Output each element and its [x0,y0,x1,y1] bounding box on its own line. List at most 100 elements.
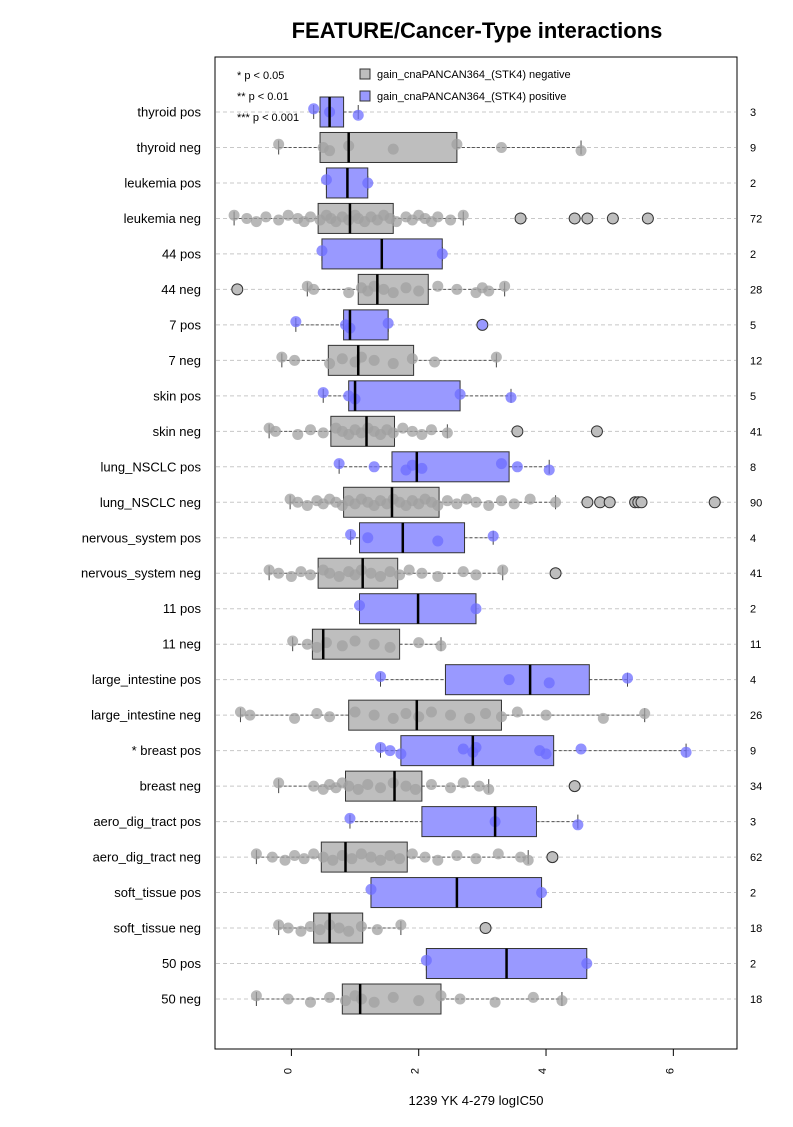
x-axis-label: 1239 YK 4-279 logIC50 [409,1093,544,1108]
row-count: 41 [750,426,762,438]
data-point [572,819,584,831]
data-point [352,783,364,795]
data-point [451,849,463,861]
row-count: 62 [750,852,762,864]
data-point [495,495,507,507]
data-point [375,854,387,866]
significance-key-entry: *** p < 0.001 [237,112,299,124]
outlier-point [549,567,562,580]
legend: * p < 0.05 ** p < 0.01 *** p < 0.001 gain_c… [237,68,571,124]
data-point [387,358,399,370]
data-point [355,993,367,1005]
box-row: aero_dig_tract pos 3 [93,806,756,838]
data-point [495,458,507,470]
row-count: 8 [750,462,756,474]
outlier-point [590,425,603,438]
box-row: breast neg 34 [140,770,762,802]
data-point [575,145,587,157]
row-count: 11 [750,639,761,651]
data-point [324,567,336,579]
row-count: 2 [750,888,756,900]
data-point [413,285,425,297]
data-point [483,499,495,511]
data-point [540,748,552,760]
data-point [445,782,457,794]
data-point [304,424,316,436]
data-point [282,209,294,221]
data-point [343,925,355,937]
data-point [419,851,431,863]
data-point [454,388,466,400]
data-point [508,498,520,510]
box [359,522,466,554]
data-point [543,464,555,476]
data-point [368,354,380,366]
data-point [273,919,285,931]
data-point [352,109,364,121]
data-point [320,174,332,186]
box-row: 7 pos 5 [169,309,756,341]
data-point [311,708,323,720]
data-point [432,570,444,582]
row-count: 9 [750,142,756,154]
x-tick-label: 0 [282,1068,294,1074]
box-row: 11 pos 2 [163,593,756,625]
outlier-point [606,212,619,225]
data-point [384,849,396,861]
data-point [365,883,377,895]
data-point [355,564,367,576]
row-count: 18 [750,994,762,1006]
data-point [304,569,316,581]
box-row: soft_tissue neg 18 [114,912,762,944]
outlier-point [581,496,594,509]
outlier-point [511,425,524,438]
x-tick-label: 2 [410,1068,422,1074]
data-point [406,425,418,437]
row-label: aero_dig_tract neg [93,850,201,865]
outlier-point [708,496,721,509]
box-row: leukemia pos 2 [124,167,756,199]
grid-layer [216,111,736,1000]
data-point [470,569,482,581]
row-count: 28 [750,284,762,296]
data-point [503,674,515,686]
data-point [354,600,366,612]
data-point [487,530,499,542]
data-point [346,853,358,865]
row-label: large_intestine pos [92,672,202,687]
data-point [390,216,402,228]
data-point [324,145,336,157]
data-point [511,706,523,718]
data-point [384,641,396,653]
data-point [285,570,297,582]
box-row: 7 neg 12 [168,344,762,376]
data-point [445,214,457,226]
row-label: aero_dig_tract pos [93,814,201,829]
row-label: 50 neg [161,992,201,1007]
data-point [581,958,593,970]
row-count: 4 [750,533,756,545]
data-point [416,567,428,579]
outlier-point [641,212,654,225]
box-row: 50 neg 18 [161,983,762,1015]
data-point [492,848,504,860]
data-point [543,677,555,689]
data-point [425,779,437,791]
outlier-point [603,496,616,509]
outlier-point [568,212,581,225]
data-point [387,287,399,299]
row-label: * breast pos [132,743,202,758]
row-label: soft_tissue pos [114,885,201,900]
data-point [483,285,495,297]
data-point [362,177,374,189]
data-point [333,570,345,582]
data-point [457,209,469,221]
row-label: lung_NSCLC neg [100,495,201,510]
data-point [324,358,336,370]
data-point [317,851,329,863]
data-point [400,282,412,294]
row-label: soft_tissue neg [114,921,201,936]
data-point [362,779,374,791]
legend-swatch [359,90,371,102]
